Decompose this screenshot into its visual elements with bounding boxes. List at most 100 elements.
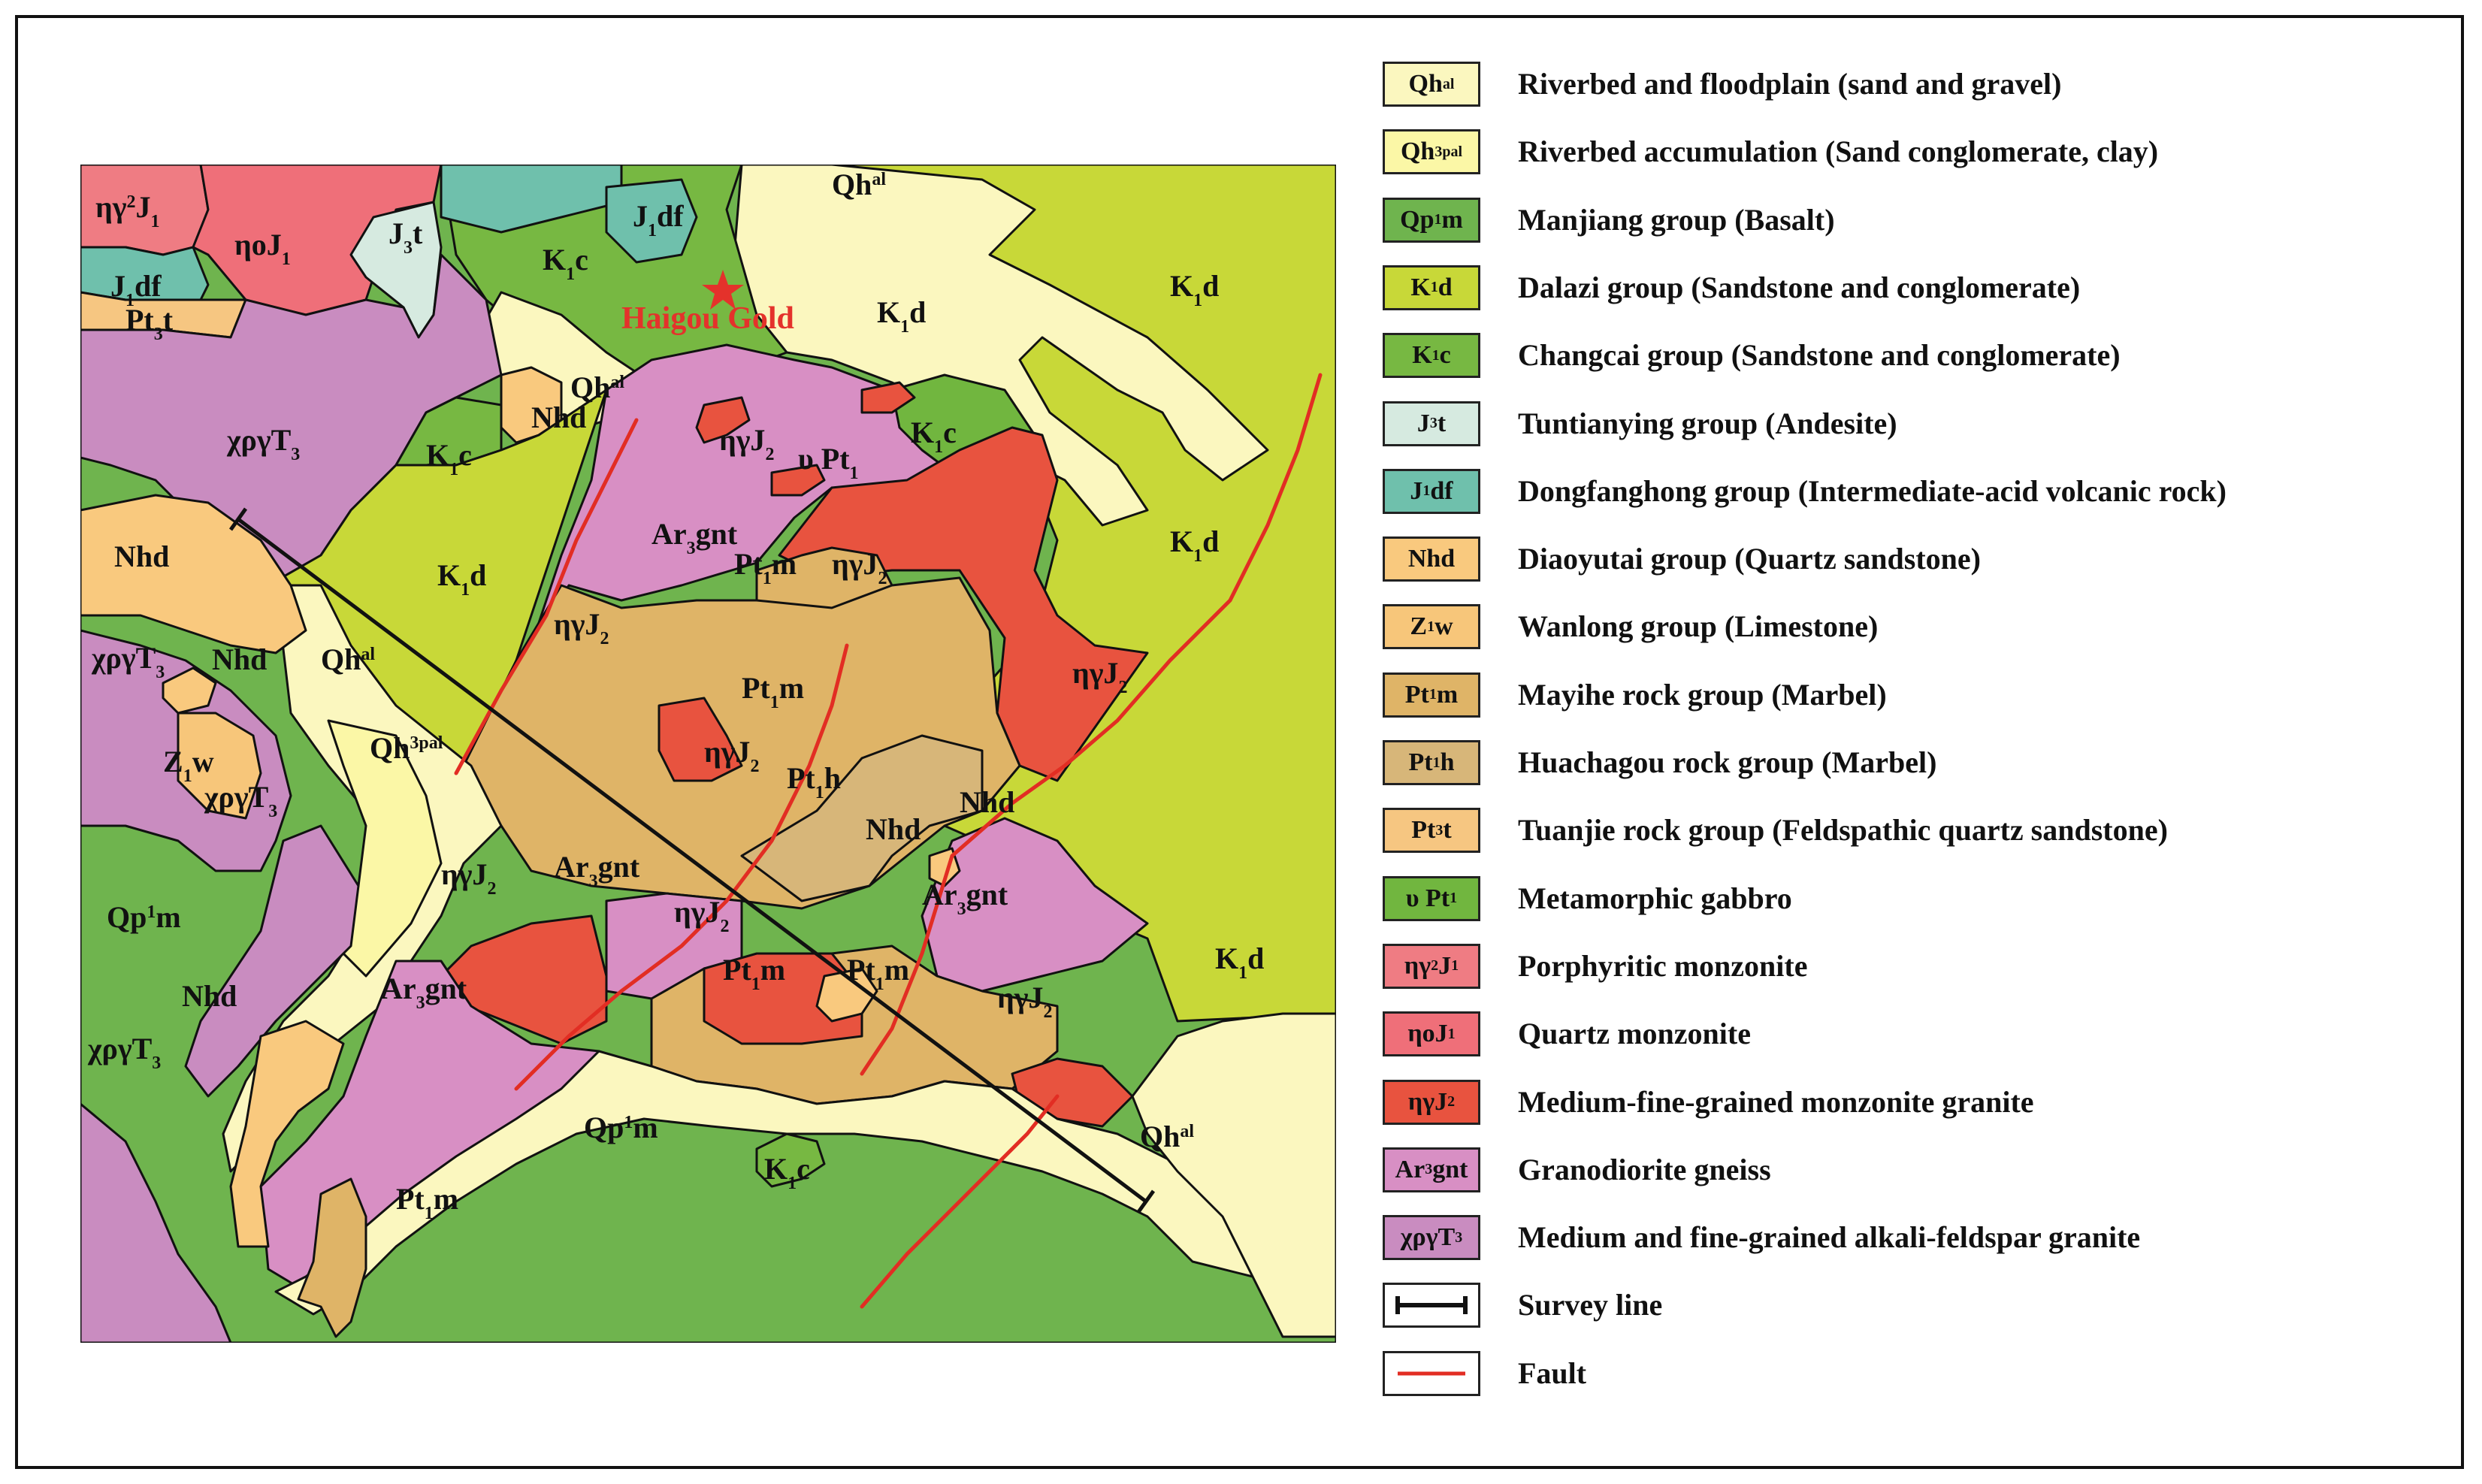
legend-label: Survey line	[1518, 1288, 1663, 1322]
unit-J1df-topright	[605, 178, 698, 264]
legend-label: Wanlong group (Limestone)	[1518, 609, 1879, 644]
unit-ngJ2-blob2	[770, 464, 826, 497]
fault-west	[454, 418, 639, 775]
unit-Nhd-west	[80, 494, 307, 654]
unit-ngJ2-blob3	[860, 381, 916, 414]
mine-label: Haigou Gold	[621, 301, 794, 336]
map-label-pt1m-a: Pt1m	[734, 547, 797, 588]
map-label-upt1-a: υ Pt1	[798, 442, 859, 483]
legend-item-qp1m: Qp 1 m Manjiang group (Basalt)	[1383, 196, 2465, 249]
map-label-xpgt3-c: χργT3	[204, 780, 277, 821]
legend-label: Mayihe rock group (Marbel)	[1518, 677, 1887, 712]
legend-item-pt1h: Pt 1 h Huachagou rock group (Marbel)	[1383, 739, 2465, 791]
legend-swatch-upt1: υ Pt 1	[1383, 875, 1480, 921]
map-label-nhd-b: Nhd	[114, 539, 169, 573]
legend-swatch-ar3gnt: Ar 3 gnt	[1383, 1147, 1480, 1192]
map-label-ar3gnt-a: Ar3gnt	[651, 517, 738, 558]
unit-Nhd-central	[815, 967, 878, 1023]
map-label-ar3gnt-d: Ar3gnt	[381, 972, 467, 1013]
legend-label: Dalazi group (Sandstone and conglomerate…	[1518, 270, 2081, 304]
map-label-ngj2-h: ηγJ2	[997, 981, 1052, 1022]
map-label-k1c-c: K1c	[911, 416, 957, 457]
map-label-ar3gnt-b: Ar3gnt	[554, 850, 640, 891]
unit-K1c-south	[755, 1132, 826, 1188]
unit-ngJ2-ne	[778, 426, 1149, 782]
map-label-ngj2-a: ηγJ2	[719, 423, 774, 464]
map-label-ngj2-f: ηγJ2	[441, 857, 496, 899]
map-label-pt1m-e: Pt1m	[396, 1182, 458, 1223]
map-label-nhd-f: Nhd	[182, 979, 237, 1013]
map-label-pt1m-c: Pt1m	[723, 953, 785, 994]
legend-item-xpgt3: χργT 3 Medium and fine-grained alkali-feld…	[1383, 1213, 2465, 1266]
map-label-k1d-e: K1d	[1215, 941, 1264, 983]
legend-swatch-ng2j1: ηγ 2 J 1	[1383, 943, 1480, 989]
survey-line	[237, 518, 1147, 1203]
legend-item-survey: Survey line	[1383, 1281, 2465, 1334]
legend-item-ng2j1: ηγ 2 J 1 Porphyritic monzonite	[1383, 942, 2465, 995]
legend-label: Dongfanghong group (Intermediate-acid vo…	[1518, 473, 2227, 508]
map-label-nhd-c: Nhd	[212, 642, 267, 676]
legend-swatch-fault	[1383, 1350, 1480, 1396]
geologic-map[interactable]: Haigou Gold ηγ2J1ηoJ1J3tK1cJ1dfQhalJ1dfP…	[80, 165, 1336, 1343]
fault-east	[860, 373, 1323, 1076]
map-label-k1d-d: K1d	[1170, 524, 1219, 566]
map-label-ngj2-c: ηγJ2	[554, 607, 609, 648]
map-label-ngj2-d: ηγJ2	[704, 735, 759, 776]
legend-item-qhal: Qh al Riverbed and floodplain (sand and gr…	[1383, 60, 2465, 113]
survey-tick-start	[228, 507, 248, 531]
legend-label: Tuanjie rock group (Feldspathic quartz s…	[1518, 813, 2168, 848]
unit-Z1w	[177, 712, 262, 820]
map-label-nhd-d: Nhd	[866, 812, 921, 846]
map-label-ng2j1-a: ηγ2J1	[95, 190, 159, 231]
map-label-ngj2-g: ηγJ2	[674, 895, 729, 936]
fault-mid	[514, 643, 849, 1091]
legend-item-upt1: υ Pt 1 Metamorphic gabbro	[1383, 875, 2465, 927]
map-label-k1d-c: K1d	[437, 558, 486, 600]
map-label-ngj2-b: ηγJ2	[832, 547, 887, 588]
legend-swatch-pt1m: Pt 1 m	[1383, 672, 1480, 718]
unit-Qhal-north	[733, 165, 1269, 527]
map-label-xpgt3-d: χργT3	[87, 1032, 161, 1073]
map-label-xpgt3-b: χργT3	[91, 641, 165, 682]
legend-item-fault: Fault	[1383, 1350, 2465, 1402]
gold-mine-star-icon	[702, 270, 744, 310]
map-label-qhal-b: Qhal	[570, 370, 624, 404]
map-label-k1d-a: K1d	[877, 295, 926, 337]
legend-swatch-xpgt3: χργT 3	[1383, 1215, 1480, 1261]
legend-item-j3t: J 3 t Tuntianying group (Andesite)	[1383, 400, 2465, 452]
unit-Pt1m-sw	[297, 1177, 367, 1338]
unit-ngJ2-cw	[425, 914, 608, 1045]
legend-label: Quartz monzonite	[1518, 1017, 1751, 1051]
legend-label: Huachagou rock group (Marbel)	[1518, 745, 1937, 779]
map-label-j1df-a: J1df	[633, 199, 684, 240]
legend-item-z1w: Z 1 w Wanlong group (Limestone)	[1383, 603, 2465, 655]
unit-Qhal-se	[1131, 1012, 1336, 1338]
map-label-pt1m-d: Pt1m	[847, 953, 909, 994]
legend-label: Riverbed accumulation (Sand conglomerate…	[1518, 134, 2159, 169]
legend-label: Changcai group (Sandstone and conglomera…	[1518, 338, 2121, 373]
legend-label: Manjiang group (Basalt)	[1518, 202, 1835, 237]
map-label-pt1m-b: Pt1m	[742, 671, 804, 712]
legend-item-noj1: ηoJ 1 Quartz monzonite	[1383, 1010, 2465, 1062]
map-label-qhal-a: Qhal	[832, 168, 886, 201]
map-label-nhd-a: Nhd	[531, 400, 586, 434]
unit-Pt1h	[740, 734, 984, 902]
map-label-xpgt3-a: χργT3	[226, 423, 300, 464]
legend-swatch-qh3pal: Qh 3pal	[1383, 129, 1480, 175]
legend-swatch-nhd: Nhd	[1383, 536, 1480, 582]
legend-swatch-qhal: Qh al	[1383, 62, 1480, 107]
legend-item-pt1m: Pt 1 m Mayihe rock group (Marbel)	[1383, 671, 2465, 724]
legend-label: Metamorphic gabbro	[1518, 881, 1792, 915]
map-label-qh3pal-a: Qh3pal	[370, 731, 443, 765]
legend-swatch-survey	[1383, 1283, 1480, 1328]
map-label-k1c-a: K1c	[543, 243, 588, 284]
map-label-qp1m-b: Qp1m	[584, 1111, 658, 1144]
legend-item-nhd: Nhd Diaoyutai group (Quartz sandstone)	[1383, 535, 2465, 588]
legend-label: Tuntianying group (Andesite)	[1518, 406, 1897, 440]
survey-tick-end	[1136, 1189, 1156, 1213]
legend-swatch-qp1m: Qp 1 m	[1383, 197, 1480, 243]
map-label-ngj2-e: ηγJ2	[1072, 656, 1127, 697]
